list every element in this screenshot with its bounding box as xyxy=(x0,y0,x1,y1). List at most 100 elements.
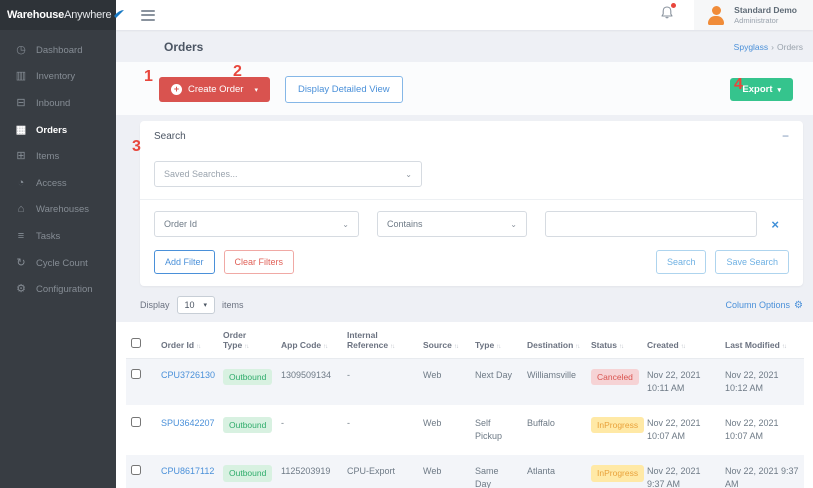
chevron-down-icon xyxy=(204,301,208,309)
sidebar-item-label: Inbound xyxy=(36,97,71,109)
annotation-3: 3 xyxy=(132,138,141,155)
sidebar-item-items[interactable]: ⊞ Items xyxy=(0,143,116,170)
order-id-link[interactable]: CPU3726130 xyxy=(161,370,216,380)
save-search-button[interactable]: Save Search xyxy=(715,250,789,274)
page-title: Orders xyxy=(164,40,204,54)
create-order-button[interactable]: Create Order xyxy=(159,77,270,102)
col-destination[interactable]: Destination xyxy=(522,322,586,359)
inventory-icon: ▥ xyxy=(15,70,27,83)
order-type-badge: Outbound xyxy=(223,417,273,434)
sort-icon[interactable] xyxy=(496,344,500,350)
destination-cell: Williamsville xyxy=(527,370,576,380)
row-checkbox[interactable] xyxy=(131,417,141,428)
created-cell: Nov 22, 2021 10:07 AM xyxy=(647,418,701,442)
collapse-panel-icon[interactable] xyxy=(782,130,789,142)
sort-icon[interactable] xyxy=(681,344,685,350)
table-row: SPU3642207 Outbound - - Web Self Pickup … xyxy=(126,406,804,455)
type-cell: Same Day xyxy=(475,466,499,488)
sidebar: Warehouse Anywhere ◷ Dashboard ▥ Inventor… xyxy=(0,0,125,488)
source-cell: Web xyxy=(423,370,442,380)
sidebar-item-label: Configuration xyxy=(36,284,93,296)
gear-icon xyxy=(794,300,803,311)
col-order-type[interactable]: Order Type xyxy=(218,322,276,359)
add-filter-button[interactable]: Add Filter xyxy=(154,250,215,274)
internal-reference-cell: - xyxy=(347,418,350,429)
table-row: CPU8617112 Outbound 1125203919 CPU-Expor… xyxy=(126,454,804,488)
annotation-4: 4 xyxy=(734,76,743,93)
sort-icon[interactable] xyxy=(390,344,394,350)
filter-operator-select[interactable]: Contains xyxy=(377,211,527,237)
order-type-badge: Outbound xyxy=(223,369,273,386)
sidebar-item-access[interactable]: ◔ Access xyxy=(0,170,116,197)
breadcrumb-parent[interactable]: Spyglass xyxy=(733,42,769,52)
order-id-link[interactable]: SPU3642207 xyxy=(161,418,215,429)
topbar: Standard Demo Administrator xyxy=(116,0,813,30)
source-cell: Web xyxy=(423,466,442,477)
logo-text-light: Anywhere xyxy=(64,9,112,21)
sidebar-item-inventory[interactable]: ▥ Inventory xyxy=(0,64,116,91)
logo-text-bold: Warehouse xyxy=(7,9,65,21)
column-options-button[interactable]: Column Options xyxy=(726,300,804,311)
col-last-modified[interactable]: Last Modified xyxy=(720,322,804,359)
user-avatar xyxy=(706,5,726,25)
annotation-1: 1 xyxy=(144,68,153,85)
sidebar-item-warehouses[interactable]: ⌂ Warehouses xyxy=(0,197,116,224)
user-menu[interactable]: Standard Demo Administrator xyxy=(694,0,813,30)
created-cell: Nov 22, 2021 9:37 AM xyxy=(647,466,701,488)
col-status[interactable]: Status xyxy=(586,322,642,359)
saved-searches-select[interactable]: Saved Searches... xyxy=(154,161,422,187)
export-button[interactable]: Export xyxy=(730,78,793,101)
sort-icon[interactable] xyxy=(454,344,458,350)
order-id-link[interactable]: CPU8617112 xyxy=(161,466,215,477)
search-button[interactable]: Search xyxy=(655,250,707,274)
status-badge: InProgress xyxy=(591,417,645,434)
row-checkbox[interactable] xyxy=(131,465,141,476)
row-checkbox[interactable] xyxy=(131,369,141,379)
warehouses-icon: ⌂ xyxy=(17,203,25,216)
destination-cell: Buffalo xyxy=(527,418,555,429)
display-detailed-view-button[interactable]: Display Detailed View xyxy=(284,76,403,103)
col-type[interactable]: Type xyxy=(470,322,522,359)
app-logo[interactable]: Warehouse Anywhere xyxy=(0,0,125,30)
order-type-badge: Outbound xyxy=(223,465,273,482)
sidebar-item-configuration[interactable]: ⚙ Configuration xyxy=(0,276,116,303)
orders-icon: ▦ xyxy=(15,123,27,136)
configuration-gear-icon: ⚙ xyxy=(16,283,26,296)
sidebar-item-cycle-count[interactable]: ↻ Cycle Count xyxy=(0,250,116,277)
sort-icon[interactable] xyxy=(244,344,248,350)
col-internal-reference[interactable]: Internal Reference xyxy=(342,322,418,359)
chevron-down-icon xyxy=(254,86,258,94)
col-created[interactable]: Created xyxy=(642,322,720,359)
chevron-down-icon xyxy=(405,170,412,179)
sidebar-item-orders[interactable]: ▦ Orders xyxy=(0,117,116,144)
plus-circle-icon xyxy=(171,84,182,95)
col-app-code[interactable]: App Code xyxy=(276,322,342,359)
type-cell: Self Pickup xyxy=(475,418,503,442)
chevron-down-icon xyxy=(342,220,349,229)
sidebar-item-label: Access xyxy=(36,177,67,189)
sort-icon[interactable] xyxy=(619,344,623,350)
col-source[interactable]: Source xyxy=(418,322,470,359)
filter-field-select[interactable]: Order Id xyxy=(154,211,359,237)
user-name: Standard Demo xyxy=(734,5,797,16)
select-all-checkbox[interactable] xyxy=(131,338,141,348)
filter-value-input[interactable] xyxy=(545,211,758,237)
last-modified-cell: Nov 22, 2021 10:07 AM xyxy=(725,418,779,442)
toolbar: Create Order Display Detailed View Expor… xyxy=(116,62,813,115)
sort-icon[interactable] xyxy=(196,344,200,350)
notifications-bell-icon[interactable] xyxy=(660,3,677,25)
sidebar-item-tasks[interactable]: ≡ Tasks xyxy=(0,223,116,250)
breadcrumb-separator: › xyxy=(771,42,775,52)
orders-table: Order Id Order Type App Code Internal Re… xyxy=(116,322,813,488)
sort-icon[interactable] xyxy=(323,344,327,350)
remove-filter-icon[interactable] xyxy=(771,218,779,231)
logo-swoosh-icon xyxy=(113,6,125,24)
sidebar-item-dashboard[interactable]: ◷ Dashboard xyxy=(0,37,116,64)
sidebar-item-inbound[interactable]: ⊟ Inbound xyxy=(0,90,116,117)
menu-toggle-icon[interactable] xyxy=(141,7,155,23)
page-size-select[interactable]: 10 xyxy=(176,296,216,314)
clear-filters-button[interactable]: Clear Filters xyxy=(223,250,295,274)
sort-icon[interactable] xyxy=(782,344,786,350)
col-order-id[interactable]: Order Id xyxy=(156,322,218,359)
sort-icon[interactable] xyxy=(575,344,579,350)
